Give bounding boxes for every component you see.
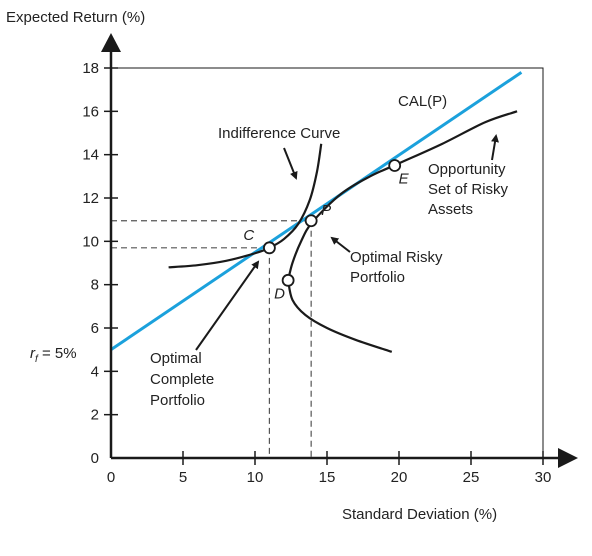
optimal-complete-line-3: Portfolio [150, 392, 205, 409]
x-tick-label: 5 [179, 469, 187, 486]
optimal-complete-label: Optimal Complete Portfolio [150, 350, 218, 409]
point-label-P: P [321, 202, 331, 219]
guide-dashes [111, 220, 312, 458]
y-tick-label: 8 [91, 277, 99, 294]
series-cal-line [110, 71, 523, 351]
opportunity-arrow [491, 134, 499, 161]
ticks: 0 5 10 15 20 25 30 0 2 4 6 8 10 12 14 16 18 [82, 60, 551, 486]
y-tick-label: 6 [91, 320, 99, 337]
x-tick-label: 30 [535, 469, 552, 486]
series-curve-1 [287, 110, 518, 281]
optimal-risky-line-1: Optimal Risky [350, 249, 443, 266]
y-axis-arrowhead [101, 33, 121, 52]
rf-value: = 5% [38, 345, 77, 362]
y-axis-title: Expected Return (%) [6, 9, 145, 26]
x-tick-label: 10 [247, 469, 264, 486]
rf-label: rf = 5% [30, 345, 77, 365]
series-curve-3 [168, 143, 323, 269]
point-label-E: E [399, 171, 410, 188]
x-tick-label: 20 [391, 469, 408, 486]
opportunity-set-label: Opportunity Set of Risky Assets [428, 161, 512, 218]
plot-frame [111, 67, 544, 458]
point-marker-C [262, 241, 276, 255]
point-markers: C P D E [243, 159, 410, 302]
x-tick-label: 15 [319, 469, 336, 486]
optimal-risky-arrow [330, 236, 351, 253]
y-tick-label: 14 [82, 147, 99, 164]
indifference-curve-label: Indifference Curve [218, 125, 340, 142]
point-label-C: C [243, 227, 254, 244]
y-tick-label: 0 [91, 450, 99, 467]
point-marker-P [304, 214, 318, 228]
x-tick-label: 25 [463, 469, 480, 486]
series-group [110, 71, 523, 353]
y-tick-label: 4 [91, 363, 99, 380]
plot-border [111, 67, 544, 458]
axes [101, 33, 578, 468]
y-tick-label: 12 [82, 190, 99, 207]
optimal-risky-line-2: Portfolio [350, 269, 405, 286]
optimal-complete-line-2: Complete [150, 371, 214, 388]
series-curve-2 [287, 280, 393, 353]
cal-label-text: CAL(P) [398, 93, 447, 110]
optimal-risky-label: Optimal Risky Portfolio [350, 249, 447, 286]
x-axis-arrowhead [558, 448, 578, 468]
point-label-D: D [274, 285, 285, 302]
point-marker-E [388, 159, 402, 172]
x-axis-title: Standard Deviation (%) [342, 506, 497, 523]
rf-symbol: r [30, 345, 36, 362]
indifference-arrow [283, 147, 298, 180]
point-marker-D [281, 273, 295, 287]
x-tick-label: 0 [107, 469, 115, 486]
opportunity-line-1: Opportunity [428, 161, 506, 178]
optimal-complete-line-1: Optimal [150, 350, 202, 367]
y-tick-label: 2 [91, 407, 99, 424]
y-tick-label: 18 [82, 60, 99, 77]
rf-subscript: f [35, 354, 39, 365]
cal-label: CAL(P) [398, 93, 447, 110]
opportunity-line-3: Assets [428, 201, 473, 218]
optimal-complete-arrow [195, 260, 260, 351]
annotation-arrows [195, 134, 499, 351]
opportunity-line-2: Set of Risky [428, 181, 509, 198]
y-tick-label: 10 [82, 233, 99, 250]
y-tick-label: 16 [82, 103, 99, 120]
